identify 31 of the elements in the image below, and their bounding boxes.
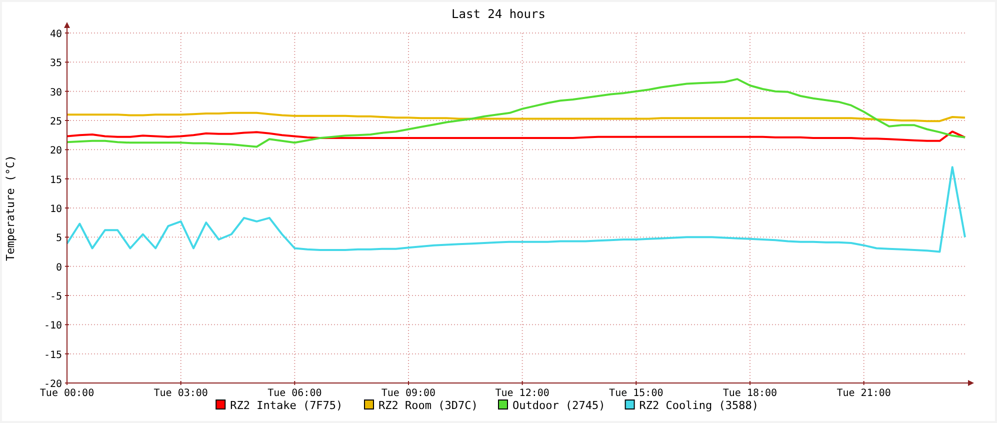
y-axis-title: Temperature (°C) [4,155,17,261]
x-tick-label: Tue 18:00 [722,388,778,399]
y-tick-label: -10 [44,320,62,332]
y-tick-label: 35 [50,58,62,70]
x-tick-label: Tue 03:00 [154,388,208,399]
legend-label: RZ2 Room (3D7C) [378,399,478,412]
x-tick-label: Tue 21:00 [836,388,891,399]
y-tick-label: 10 [50,204,62,215]
y-tick-label: -5 [50,292,62,302]
y-tick-label: 40 [50,29,62,40]
x-tick-label: Tue 12:00 [495,388,550,399]
legend-label: Outdoor (2745) [512,399,606,412]
line-series [66,112,966,122]
x-tick-label: Tue 06:00 [268,388,322,399]
y-tick-label: -15 [44,350,62,361]
legend-label: RZ2 Intake (7F75) [230,399,343,412]
x-tick-label: Tue 09:00 [381,388,436,399]
y-tick-label: 25 [50,116,62,128]
legend-label: RZ2 Cooling (3588) [639,399,759,412]
chart-title: Last 24 hours [452,7,546,21]
x-tick-label: Tue 15:00 [609,388,664,399]
y-tick-label: 5 [56,233,62,244]
line-series [66,78,966,148]
y-tick-label: 15 [50,174,62,186]
y-tick-label: 0 [56,262,62,274]
line-series [66,166,966,253]
line-series [66,130,966,142]
x-tick-label: Tue 00:00 [40,388,94,399]
y-tick-label: -20 [44,379,62,390]
y-tick-label: 20 [50,146,62,157]
y-tick-label: 30 [50,87,62,98]
